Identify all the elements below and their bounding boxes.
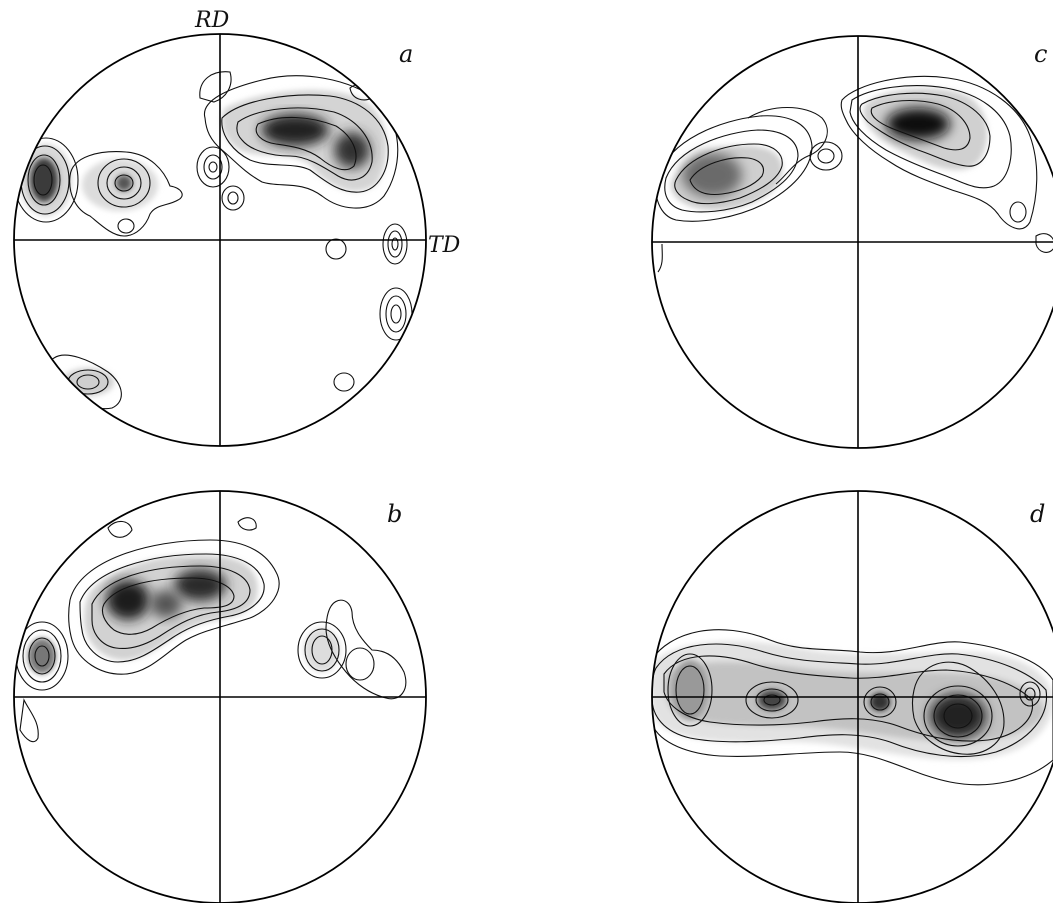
panel-label-c: c <box>1034 40 1047 68</box>
pole-figure-a: RD TD a <box>13 8 461 447</box>
density-contours-b <box>15 517 407 743</box>
density-contours-c <box>655 75 1053 273</box>
rd-axis-label: RD <box>194 8 230 33</box>
panel-label-a: a <box>399 40 413 68</box>
pole-figure-c: c <box>651 35 1053 449</box>
density-contours-d <box>652 629 1053 786</box>
panel-label-d: d <box>1030 500 1045 528</box>
pole-figure-b: b <box>13 490 427 903</box>
td-axis-label: TD <box>428 233 461 258</box>
pole-figure-d: d <box>651 490 1053 903</box>
panel-label-b: b <box>387 500 402 528</box>
